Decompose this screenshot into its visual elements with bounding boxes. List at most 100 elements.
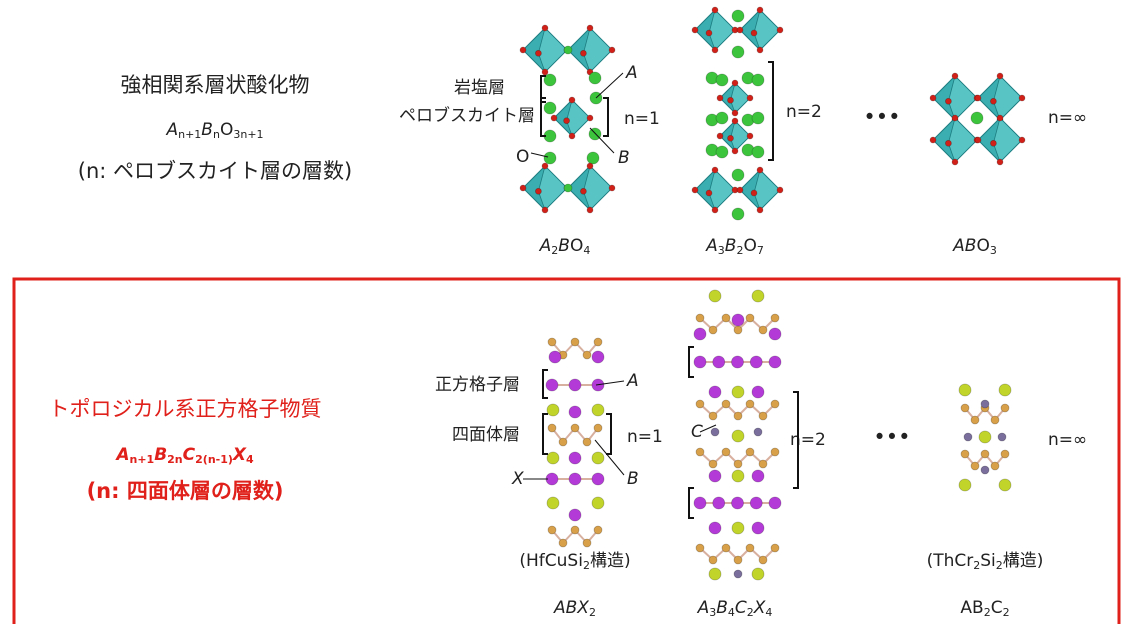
text-part: 2 (984, 606, 991, 619)
note: (n: 四面体層の層数) (87, 479, 284, 503)
atom (591, 496, 605, 510)
label: ペロブスカイト層 (399, 105, 535, 126)
formula: An+1B2nC2(n-1)X4 (114, 445, 254, 466)
label: n=2 (786, 102, 822, 122)
atom (751, 567, 765, 581)
atom (711, 6, 719, 14)
atom (691, 186, 699, 194)
atom (736, 186, 744, 194)
atom (580, 187, 587, 195)
text-part: ABX (553, 598, 589, 618)
atom (568, 132, 576, 140)
atom (715, 111, 729, 125)
caption: ABX2 (553, 598, 596, 619)
atom (582, 437, 592, 447)
text-part: n+1 (178, 128, 201, 141)
note: (n: ペロブスカイト層の層数) (78, 159, 352, 183)
text-part: 2 (973, 559, 980, 572)
atom (563, 117, 570, 125)
atom (749, 355, 763, 369)
text-part: O (976, 236, 989, 256)
atom (550, 114, 558, 122)
text-part: AB (952, 236, 976, 256)
atom (570, 525, 580, 535)
atom (1018, 94, 1026, 102)
atom (731, 45, 745, 59)
text-part: C (735, 598, 747, 618)
dots: ••• (863, 105, 900, 129)
text-part: X (753, 598, 766, 618)
atom (695, 313, 705, 323)
atom (568, 405, 582, 419)
structure-name: (HfCuSi2構造) (519, 551, 630, 572)
atom (695, 543, 705, 553)
atom (558, 538, 568, 548)
atom (586, 206, 594, 214)
atom (768, 496, 782, 510)
atom (570, 337, 580, 347)
label: X (511, 469, 524, 489)
label: 正方格子層 (435, 375, 520, 395)
atom (731, 147, 739, 155)
atom (711, 166, 719, 174)
atom (708, 567, 722, 581)
atom (980, 449, 990, 459)
atom (1018, 136, 1026, 144)
atom (776, 26, 784, 34)
atom (996, 72, 1004, 80)
atom (997, 432, 1007, 442)
atom (731, 9, 745, 23)
atom (591, 403, 605, 417)
brackets (523, 61, 799, 519)
atom (541, 162, 549, 170)
atom (751, 111, 765, 125)
atom (593, 337, 603, 347)
atom (958, 383, 972, 397)
atom (568, 96, 576, 104)
section-title: トポロジカル系正方格子物質 (49, 397, 322, 421)
atom (711, 206, 719, 214)
atom (945, 97, 952, 105)
text-part: 2 (996, 559, 1003, 572)
atom (731, 469, 745, 483)
atom (756, 206, 764, 214)
text-part: (HfCuSi (519, 551, 583, 571)
atom (582, 538, 592, 548)
text-part: Si (980, 551, 996, 571)
atom (608, 184, 616, 192)
text-part: 2(n-1) (195, 453, 233, 466)
atom (745, 447, 755, 457)
atom (693, 327, 707, 341)
label: O (516, 147, 529, 167)
atom (593, 525, 603, 535)
text-part: O (570, 236, 583, 256)
atom (568, 451, 582, 465)
text-part: 2 (583, 559, 590, 572)
text-part: A (114, 445, 129, 465)
atom (733, 459, 743, 469)
label: n=2 (790, 430, 826, 450)
atom (751, 385, 765, 399)
label: A (626, 371, 639, 391)
text-part: 3 (990, 244, 997, 257)
red-frame (12, 277, 1121, 624)
text-part: B (154, 445, 167, 465)
atom (708, 411, 718, 421)
atom (929, 136, 937, 144)
text-part: O (743, 236, 756, 256)
caption: ABO3 (952, 236, 997, 257)
atom (546, 496, 560, 510)
atom (608, 46, 616, 54)
atom (710, 427, 720, 437)
crystal-structures (519, 6, 1026, 581)
atom (751, 73, 765, 87)
atom (733, 555, 743, 565)
atom (708, 469, 722, 483)
atom (745, 399, 755, 409)
text-part: C (183, 445, 196, 465)
atom (733, 411, 743, 421)
text-part: 4 (765, 606, 772, 619)
text-part: 構造) (1003, 551, 1044, 571)
atom (733, 325, 743, 335)
caption: AB2C2 (960, 598, 1009, 619)
